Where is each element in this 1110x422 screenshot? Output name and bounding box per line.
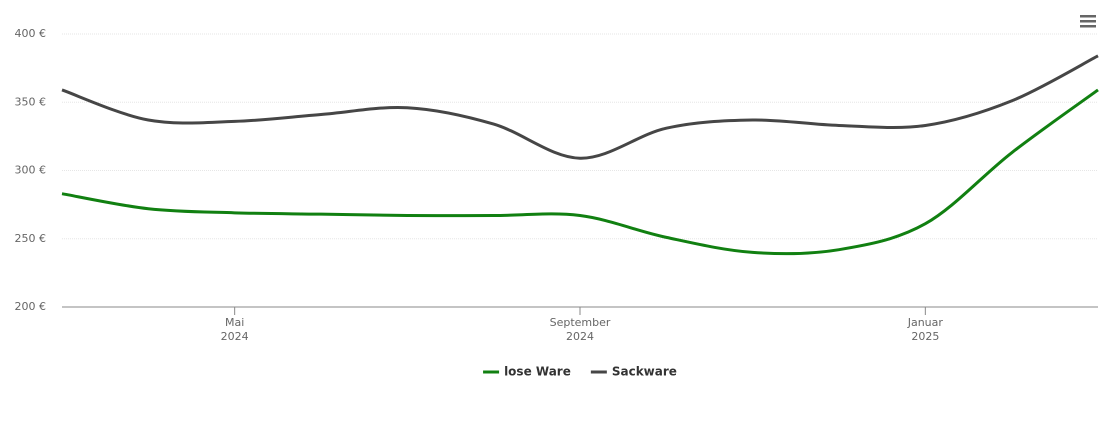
y-tick-label: 250 €	[15, 232, 47, 245]
legend-item[interactable]: Sackware	[590, 365, 677, 379]
menu-button[interactable]	[1080, 15, 1096, 28]
legend: lose Ware Sackware	[483, 365, 677, 379]
y-tick-label: 400 €	[15, 27, 47, 40]
x-tick-label: Januar 2025	[907, 316, 944, 343]
legend-label: Sackware	[612, 365, 677, 379]
y-tick-label: 350 €	[15, 95, 47, 108]
y-tick-label: 200 €	[15, 300, 47, 313]
line-series	[61, 88, 1099, 256]
line-series	[61, 54, 1099, 160]
x-tick-label: September 2024	[550, 316, 611, 343]
y-tick-label: 300 €	[15, 164, 47, 177]
x-tick-label: Mai 2024	[221, 316, 249, 343]
legend-item[interactable]: lose Ware	[483, 365, 571, 379]
legend-label: lose Ware	[504, 365, 571, 379]
